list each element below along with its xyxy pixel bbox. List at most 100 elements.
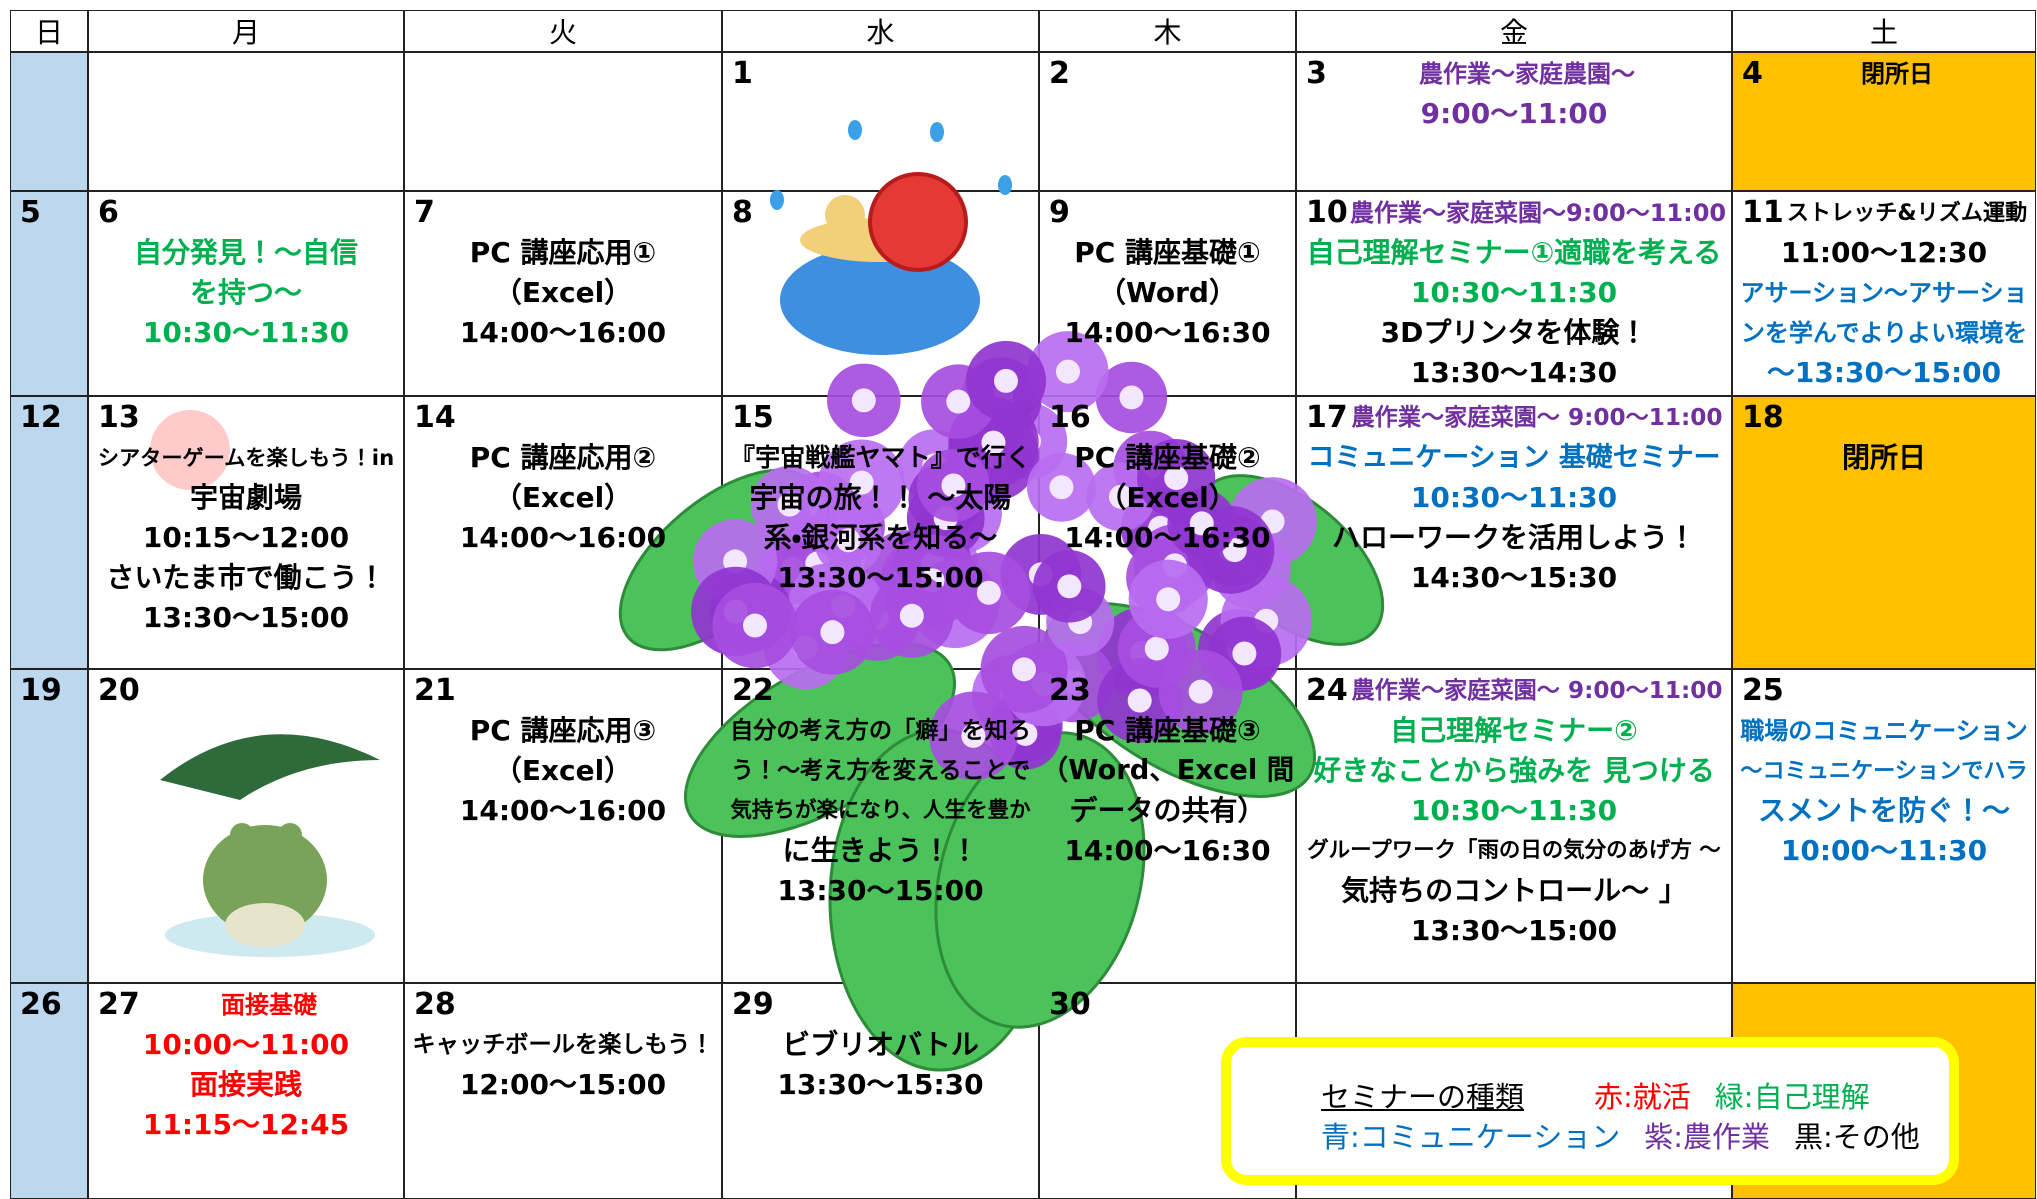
event-heading: ストレッチ&リズム運動 <box>1786 200 2028 226</box>
event-line: （Excel） <box>493 276 633 309</box>
day-cell: 19 <box>10 669 88 983</box>
legend-item: 紫:農作業 <box>1644 1120 1770 1154</box>
date-number: 14 <box>414 400 456 435</box>
day-cell: 27 面接基礎 10:00～11:00 面接実践 11:15～12:45 <box>88 983 404 1199</box>
event-line: PC 講座基礎① <box>1074 236 1261 269</box>
event-line: 自己理解セミナー② <box>1390 714 1638 747</box>
event-line: 14:30～15:30 <box>1410 561 1618 594</box>
event-line: PC 講座基礎② <box>1074 441 1261 474</box>
event-line: 14:00～16:00 <box>459 316 667 349</box>
legend-row: 青:コミュニケーション 紫:農作業 黒:その他 <box>1321 1117 1949 1157</box>
header-cell-bg <box>404 10 722 52</box>
date-number: 22 <box>732 673 774 708</box>
day-cell-bg <box>1732 191 2036 396</box>
header-cell-bg <box>1296 10 1732 52</box>
event-line: 自分の考え方の「癖」を知ろ <box>730 718 1031 744</box>
date-number: 7 <box>414 195 435 230</box>
day-cell-bg <box>88 983 404 1199</box>
day-cell <box>404 52 722 191</box>
day-cell: 29 ビブリオバトル 13:30～15:30 <box>722 983 1039 1199</box>
day-cell-bg <box>1732 52 2036 191</box>
event-line: 14:00～16:00 <box>459 794 667 827</box>
event-line: 13:30～15:00 <box>1410 914 1618 947</box>
event-line: 『宇宙戦艦ヤマト』で行く <box>730 443 1031 472</box>
date-number: 19 <box>20 673 62 708</box>
legend-row: セミナーの種類 赤:就活 緑:自己理解 <box>1321 1077 1949 1117</box>
day-cell: 10 農作業～家庭菜園～9:00～11:00 自己理解セミナー①適職を考える 10:3… <box>1296 191 1732 396</box>
day-cell <box>10 52 88 191</box>
day-cell: 17 農作業～家庭菜園～ 9:00～11:00 コミュニケーション 基礎セミナー 10… <box>1296 396 1732 669</box>
day-cell-bg <box>1732 396 2036 669</box>
event-line: （Excel） <box>493 481 633 514</box>
day-cell: 2 <box>1039 52 1296 191</box>
day-cell-bg <box>404 983 722 1199</box>
event-line: 14:00～16:30 <box>1064 834 1271 867</box>
day-header: 水 <box>866 16 895 49</box>
day-header: 日 <box>34 16 63 49</box>
day-cell-bg <box>722 52 1039 191</box>
legend-item: 緑:自己理解 <box>1714 1080 1870 1114</box>
event-line: PC 講座応用③ <box>469 714 657 747</box>
date-number: 6 <box>98 195 119 230</box>
date-number: 23 <box>1049 673 1091 708</box>
day-cell: 21 PC 講座応用③ （Excel） 14:00～16:00 <box>404 669 722 983</box>
legend-item: 赤:就活 <box>1594 1080 1691 1114</box>
day-cell: 13 シアターゲームを楽しもう！in 宇宙劇場 10:15～12:00 さいたま市で働こ… <box>88 396 404 669</box>
day-cell: 25 職場のコミュニケーション ～コミュニケーションでハラ スメントを防ぐ！～ 10:0… <box>1732 669 2036 983</box>
day-cell: 28 キャッチボールを楽しもう！ 12:00～15:00 <box>404 983 722 1199</box>
date-number: 20 <box>98 673 140 708</box>
event-line: ハローワークを活用しよう！ <box>1331 521 1696 554</box>
day-cell: 15 『宇宙戦艦ヤマト』で行く 宇宙の旅！！ ～太陽 系・銀河系を知る～ 13:30～1… <box>722 396 1039 669</box>
date-number: 1 <box>732 56 753 91</box>
event-line: 12:00～15:00 <box>459 1068 667 1101</box>
day-cell-bg <box>10 669 88 983</box>
day-header: 金 <box>1499 16 1528 49</box>
day-cell: 7 PC 講座応用① （Excel） 14:00～16:00 <box>404 191 722 396</box>
event-line: 宇宙の旅！！ ～太陽 <box>749 481 1012 514</box>
event-line: 10:30～11:30 <box>1410 481 1618 514</box>
event-line: キャッチボールを楽しもう！ <box>412 1031 714 1058</box>
date-number: 29 <box>732 987 774 1022</box>
day-cell: 16 PC 講座基礎② （Excel） 14:00～16:30 <box>1039 396 1296 669</box>
day-cell-bg <box>1296 191 1732 396</box>
day-cell: 6 自分発見！～自信 を持つ～ 10:30～11:30 <box>88 191 404 396</box>
event-line: 11:00～12:30 <box>1780 236 1988 269</box>
date-number: 25 <box>1742 673 1784 708</box>
event-line: 気持ちのコントロール～ 」 <box>1341 874 1687 907</box>
day-cell-bg <box>88 396 404 669</box>
event-line: 14:00～16:30 <box>1064 521 1271 554</box>
event-line: 13:30～15:30 <box>777 1068 984 1101</box>
event-line: を持つ～ <box>189 276 302 309</box>
event-line: 3Dプリンタを体験！ <box>1380 316 1648 349</box>
date-number: 4 <box>1742 56 1763 91</box>
day-cell: 26 <box>10 983 88 1199</box>
date-number: 3 <box>1306 56 1327 91</box>
date-number: 2 <box>1049 56 1070 91</box>
date-number: 24 <box>1306 673 1348 708</box>
header-cell-bg <box>88 10 404 52</box>
event-line: 自己理解セミナー①適職を考える <box>1306 236 1722 269</box>
event-line: 14:00～16:00 <box>459 521 667 554</box>
legend-item: 青:コミュニケーション <box>1321 1120 1621 1154</box>
event-heading: 農作業～家庭菜園～ 9:00～11:00 <box>1351 405 1723 431</box>
event-line: 10:30～11:30 <box>1410 794 1618 827</box>
day-cell-bg <box>404 52 722 191</box>
date-number: 21 <box>414 673 456 708</box>
header-cell-bg <box>10 10 88 52</box>
event-line: 14:00～16:30 <box>1064 316 1271 349</box>
day-cell-bg <box>88 52 404 191</box>
date-number: 11 <box>1742 195 1784 230</box>
day-cell: 3 農作業～家庭農園～ 9:00～11:00 <box>1296 52 1732 191</box>
date-number: 15 <box>732 400 774 435</box>
event-line: に生きよう！！ <box>782 834 979 867</box>
date-number: 10 <box>1306 195 1348 230</box>
event-line: アサーション～アサーショ <box>1740 279 2028 307</box>
legend-item: 黒:その他 <box>1793 1120 1920 1154</box>
event-line: 閉所日 <box>1841 441 1926 474</box>
date-number: 16 <box>1049 400 1091 435</box>
event-line: PC 講座基礎③ <box>1074 714 1261 747</box>
event-line: 9:00～11:00 <box>1420 97 1608 130</box>
date-number: 18 <box>1742 400 1784 435</box>
event-line: 好きなことから強みを 見つける <box>1313 754 1715 787</box>
